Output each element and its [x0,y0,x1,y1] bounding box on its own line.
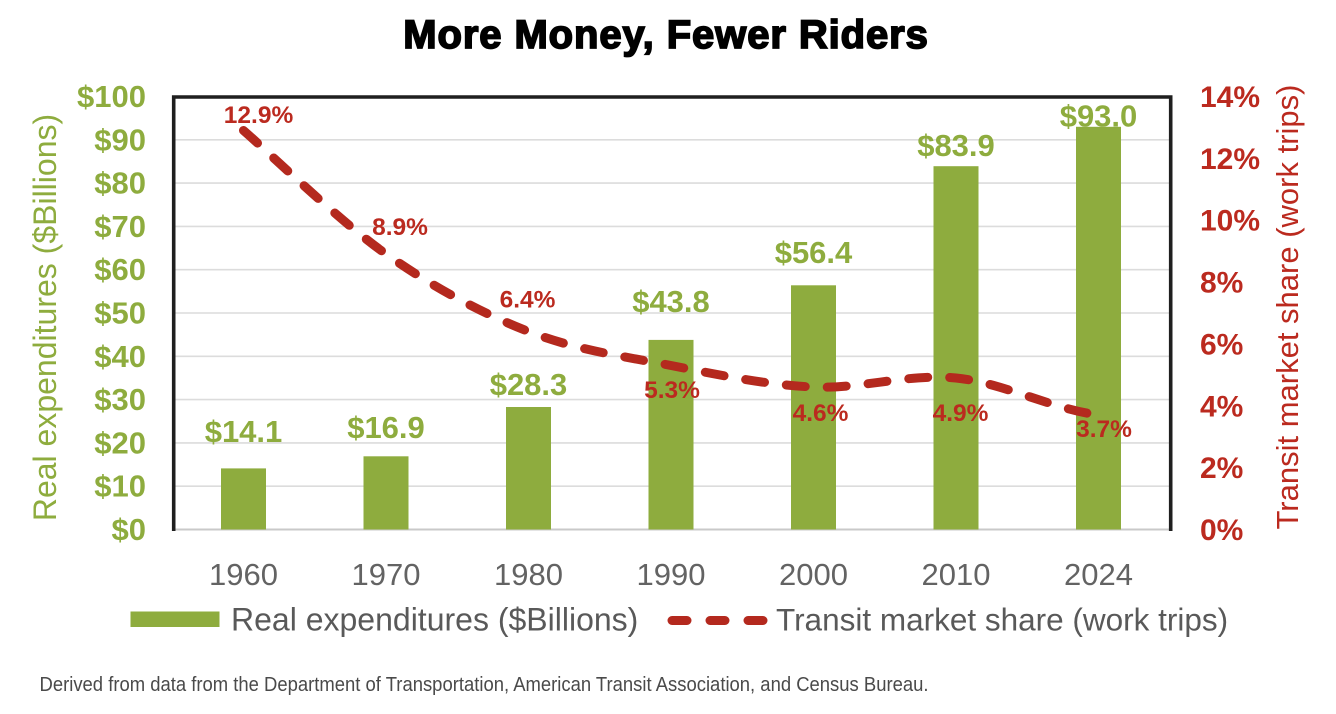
svg-text:6%: 6% [1200,328,1243,361]
svg-text:4%: 4% [1200,390,1243,423]
svg-text:$56.4: $56.4 [775,235,853,270]
svg-text:Real expenditures ($Billions): Real expenditures ($Billions) [27,114,63,521]
svg-text:$30: $30 [94,382,146,417]
svg-text:Transit market share (work tri: Transit market share (work trips) [1270,85,1305,530]
svg-text:12.9%: 12.9% [224,102,294,129]
svg-text:Real expenditures ($Billions): Real expenditures ($Billions) [231,602,638,638]
svg-text:$40: $40 [94,339,146,374]
svg-text:2%: 2% [1200,452,1243,485]
svg-text:More Money, Fewer Riders: More Money, Fewer Riders [403,13,928,57]
svg-text:$83.9: $83.9 [917,128,995,163]
svg-text:$16.9: $16.9 [347,410,425,445]
svg-text:5.3%: 5.3% [644,377,700,404]
svg-text:10%: 10% [1200,205,1260,238]
svg-text:$80: $80 [94,166,146,201]
svg-text:$50: $50 [94,296,146,331]
svg-text:6.4%: 6.4% [500,287,556,314]
svg-text:1970: 1970 [352,557,421,592]
svg-text:$20: $20 [94,425,146,460]
svg-text:12%: 12% [1200,143,1260,176]
svg-text:2010: 2010 [922,557,991,592]
svg-text:3.7%: 3.7% [1076,416,1132,443]
svg-text:$70: $70 [94,209,146,244]
svg-text:2024: 2024 [1064,557,1133,592]
svg-text:8%: 8% [1200,267,1243,300]
svg-text:$100: $100 [77,79,146,114]
svg-text:$60: $60 [94,252,146,287]
svg-text:$0: $0 [112,512,146,547]
svg-text:1960: 1960 [209,557,278,592]
svg-text:4.6%: 4.6% [793,400,849,427]
svg-text:8.9%: 8.9% [372,214,428,241]
svg-text:1990: 1990 [637,557,706,592]
svg-text:$93.0: $93.0 [1060,99,1138,134]
svg-text:Derived from data from the Dep: Derived from data from the Department of… [40,674,929,696]
svg-text:1980: 1980 [494,557,563,592]
svg-text:14%: 14% [1200,81,1260,114]
svg-text:0%: 0% [1200,514,1243,547]
svg-text:$10: $10 [94,469,146,504]
svg-text:$28.3: $28.3 [490,367,568,402]
svg-text:4.9%: 4.9% [933,400,989,427]
svg-text:$90: $90 [94,122,146,157]
svg-text:Transit market share (work tri: Transit market share (work trips) [776,602,1228,638]
svg-text:$43.8: $43.8 [632,284,710,319]
svg-text:2000: 2000 [779,557,848,592]
svg-text:$14.1: $14.1 [205,414,283,449]
